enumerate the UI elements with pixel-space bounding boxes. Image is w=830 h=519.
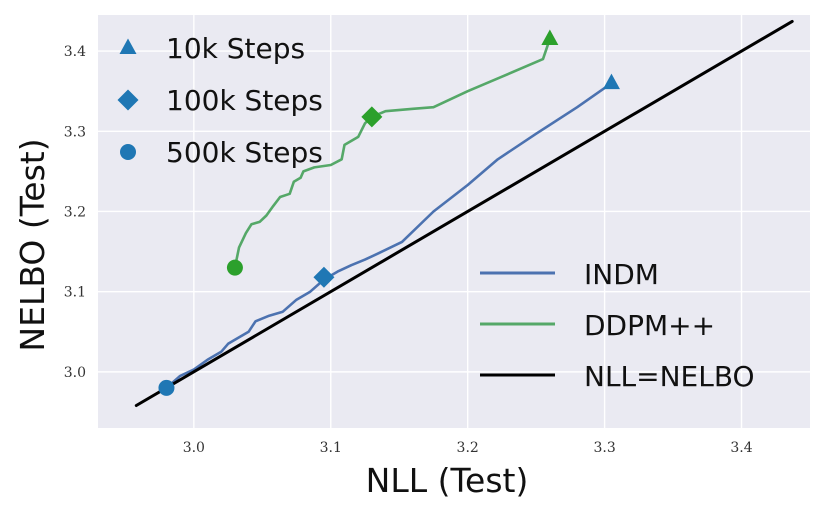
legend-steps-label: 500k Steps — [166, 136, 323, 169]
x-axis-title: NLL (Test) — [366, 461, 529, 500]
marker-layer — [158, 29, 620, 396]
y-tick-label: 3.1 — [64, 285, 86, 301]
legend-steps-label: 100k Steps — [166, 84, 323, 117]
x-tick-label: 3.1 — [320, 440, 342, 456]
grid — [98, 15, 810, 428]
legend-model-label: DDPM++ — [584, 309, 715, 342]
marker-circle-indm — [158, 379, 175, 396]
series-line-ddpm — [233, 37, 552, 269]
legend-circle-icon — [120, 144, 136, 160]
series-line-indm — [165, 81, 613, 390]
marker-triangle-ddpm — [541, 29, 559, 46]
y-tick-label: 3.3 — [64, 124, 86, 140]
marker-circle-ddpm — [226, 259, 243, 276]
x-tick-label: 3.3 — [593, 440, 615, 456]
y-tick-label: 3.4 — [64, 44, 86, 60]
y-tick-label: 3.0 — [64, 365, 86, 381]
x-tick-label: 3.0 — [183, 440, 205, 456]
legend-model-label: INDM — [584, 258, 659, 291]
y-tick-label: 3.2 — [64, 204, 86, 220]
x-tick-label: 3.2 — [457, 440, 479, 456]
x-tick-label: 3.4 — [730, 440, 752, 456]
y-axis-title: NELBO (Test) — [13, 138, 52, 351]
marker-diamond-indm — [313, 266, 335, 288]
legend-models: INDM DDPM++ NLL=NELBO — [480, 258, 755, 393]
legend-steps: 10k Steps 100k Steps 500k Steps — [117, 32, 323, 169]
marker-diamond-ddpm — [361, 106, 383, 128]
x-tick-labels: 3.0 3.1 3.2 3.3 3.4 — [183, 440, 753, 456]
legend-model-label: NLL=NELBO — [584, 360, 755, 393]
marker-triangle-indm — [602, 73, 620, 90]
y-tick-labels: 3.0 3.1 3.2 3.3 3.4 — [64, 44, 86, 381]
series-line-nll-nelbo — [134, 19, 794, 407]
legend-triangle-icon — [119, 38, 137, 54]
series-layer — [134, 19, 794, 407]
legend-steps-label: 10k Steps — [166, 32, 305, 65]
legend-diamond-icon — [117, 89, 139, 111]
